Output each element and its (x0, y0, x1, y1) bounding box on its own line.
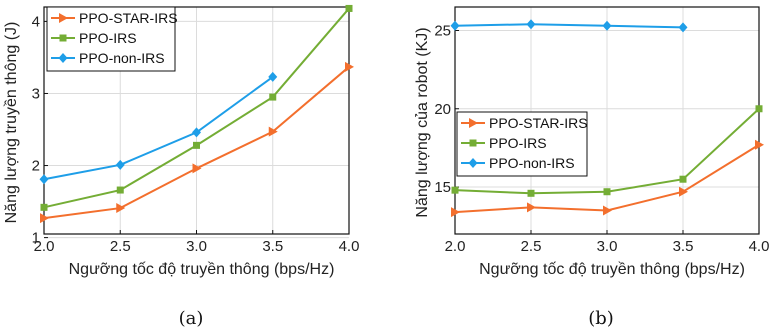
legend-marker (59, 13, 68, 23)
data-point-ppo-irs (451, 186, 459, 194)
y-tick-label: 15 (434, 179, 451, 196)
data-point-ppo-star-irs (345, 61, 354, 72)
data-point-ppo-irs (116, 186, 124, 194)
data-point-ppo-star-irs (603, 205, 612, 216)
y-tick-label: 1 (32, 230, 40, 247)
legend-label: PPO-non-IRS (489, 155, 575, 171)
data-point-ppo-non-irs (602, 20, 612, 31)
data-point-ppo-irs (527, 189, 535, 197)
legend-marker (469, 118, 478, 128)
x-axis-label: Ngưỡng tốc độ truyền thông (bps/Hz) (479, 261, 745, 278)
data-point-ppo-star-irs (679, 186, 688, 197)
data-point-ppo-star-irs (451, 207, 460, 218)
data-point-ppo-star-irs (268, 126, 278, 137)
data-point-ppo-irs (193, 141, 200, 149)
data-point-ppo-non-irs (192, 127, 201, 138)
x-tick-label: 2.5 (521, 238, 542, 255)
data-point-ppo-irs (269, 93, 277, 101)
y-axis-label: Năng lượng của robot (KJ) (414, 27, 431, 217)
data-point-ppo-irs (345, 4, 353, 12)
data-point-ppo-star-irs (116, 203, 126, 214)
x-tick-label: 3.5 (673, 238, 694, 255)
chart-panel-a: 2.0 2.5 3.0 3.5 4.0 1 2 3 4 Ngưỡng tốc độ truyền … (3, 4, 360, 329)
data-point-ppo-non-irs (678, 22, 688, 33)
series-line-ppo-non-irs (454, 23, 684, 29)
data-point-ppo-star-irs (527, 202, 536, 213)
x-tick-label: 2.5 (110, 238, 131, 255)
data-point-ppo-irs (603, 188, 611, 196)
data-point-ppo-non-irs (450, 20, 460, 31)
y-tick-label: 4 (32, 13, 40, 30)
y-tick-label: 20 (434, 101, 451, 118)
data-point-ppo-star-irs (192, 163, 202, 174)
legend-marker (469, 139, 477, 147)
y-tick-label: 3 (32, 85, 40, 102)
legend-label: PPO-STAR-IRS (79, 10, 178, 26)
panel-caption: (a) (179, 308, 204, 329)
y-axis-label: Năng lượng truyền thông (J) (3, 22, 20, 224)
legend-label: PPO-IRS (79, 30, 137, 46)
y-tick-label: 2 (32, 158, 40, 175)
data-point-ppo-non-irs (39, 174, 49, 185)
data-point-ppo-irs (40, 203, 48, 211)
legend-marker (59, 34, 67, 42)
data-point-ppo-star-irs (755, 139, 764, 150)
legend: PPO-STAR-IRS PPO-IRS PPO-non-IRS (456, 111, 588, 177)
data-point-ppo-star-irs (40, 213, 49, 224)
series-line-ppo-non-irs (43, 76, 274, 181)
legend-label: PPO-non-IRS (79, 50, 165, 66)
x-tick-label: 4.0 (749, 238, 770, 255)
x-tick-label: 2.0 (34, 238, 55, 255)
data-point-ppo-irs (755, 105, 763, 113)
legend-marker (58, 53, 68, 63)
data-point-ppo-non-irs (526, 19, 536, 30)
legend: PPO-STAR-IRS PPO-IRS PPO-non-IRS (46, 6, 178, 72)
data-point-ppo-irs (679, 175, 687, 183)
x-axis-label: Ngưỡng tốc độ truyền thông (bps/Hz) (69, 261, 335, 278)
legend-label: PPO-STAR-IRS (489, 115, 588, 131)
legend-label: PPO-IRS (489, 135, 547, 151)
data-point-ppo-non-irs (268, 71, 278, 82)
legend-marker (468, 158, 478, 168)
x-tick-label: 2.0 (445, 238, 466, 255)
chart-panel-b: 2.0 2.5 3.0 3.5 4.0 15 20 25 Ngưỡng tốc độ truyề… (414, 6, 770, 329)
data-point-ppo-non-irs (115, 159, 125, 170)
x-tick-label: 4.0 (339, 238, 360, 255)
x-tick-label: 3.5 (262, 238, 283, 255)
panel-caption: (b) (588, 308, 614, 329)
x-tick-label: 3.0 (186, 238, 207, 255)
x-tick-label: 3.0 (597, 238, 618, 255)
y-tick-label: 25 (434, 22, 451, 39)
